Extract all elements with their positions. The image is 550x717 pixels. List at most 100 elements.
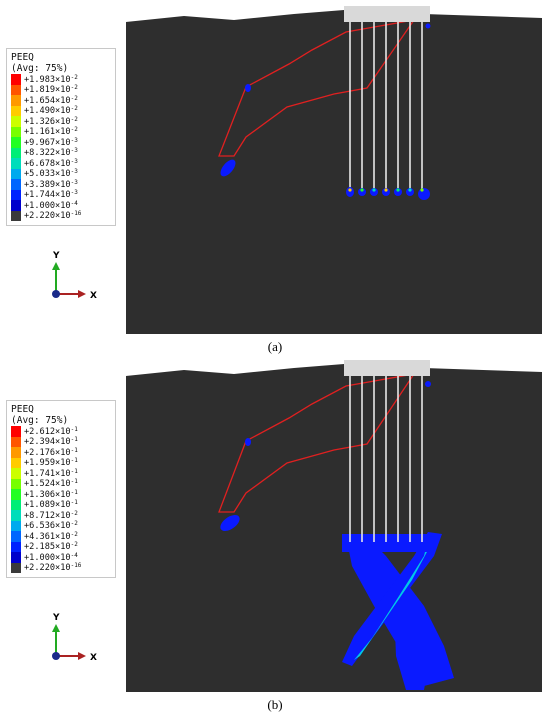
legend-entry: +1.089×10-1 xyxy=(11,499,111,511)
legend-subtitle: (Avg: 75%) xyxy=(11,63,69,74)
legend-value: +1.490×10-2 xyxy=(24,105,78,117)
legend-swatch xyxy=(11,200,21,211)
legend-swatch xyxy=(11,168,21,179)
legend-swatch xyxy=(11,105,21,116)
legend-value: +1.819×10-2 xyxy=(24,84,78,96)
legend-entry: +4.361×10-2 xyxy=(11,531,111,542)
legend-swatch xyxy=(11,510,21,521)
legend-value: +2.185×10-2 xyxy=(24,541,78,553)
legend-swatch xyxy=(11,84,21,95)
legend-value: +1.744×10-3 xyxy=(24,189,78,201)
pile-cap xyxy=(344,360,430,376)
legend-value: +5.033×10-3 xyxy=(24,168,78,180)
legend-value: +1.306×10-1 xyxy=(24,488,78,500)
legend-value: +1.161×10-2 xyxy=(24,126,78,138)
legend-entry: +8.322×10-3 xyxy=(11,147,111,159)
pile-group xyxy=(349,22,423,190)
y-axis-label: Y xyxy=(52,613,60,623)
legend-swatch xyxy=(11,541,21,552)
axis-triad: Y X xyxy=(52,251,97,301)
legend-value: +2.220×10-16 xyxy=(24,562,82,574)
legend-value: +9.967×10-3 xyxy=(24,136,78,148)
legend-swatch xyxy=(11,74,21,85)
legend-swatch xyxy=(11,552,21,563)
legend-entry: +2.220×10-16 xyxy=(11,210,111,222)
legend-title: PEEQ xyxy=(11,52,34,63)
legend-value: +1.089×10-1 xyxy=(24,499,78,511)
shear-band-zones xyxy=(342,381,454,690)
legend-value: +8.712×10-2 xyxy=(24,509,78,521)
legend-entry: +1.959×10-1 xyxy=(11,457,111,469)
legend-swatch xyxy=(11,126,21,137)
legend-rows: +1.983×10-2 +1.819×10-2 +1.654×10-2 +1.490×… xyxy=(11,74,111,221)
legend-value: +2.220×10-16 xyxy=(24,210,82,222)
slip-surface-line xyxy=(218,19,415,157)
pile-cap xyxy=(344,6,430,22)
legend-entry: +1.983×10-2 xyxy=(11,74,111,85)
soil-mass xyxy=(126,364,542,692)
legend-entry: +1.654×10-2 xyxy=(11,95,111,106)
slip-surface-line xyxy=(218,373,415,513)
fe-model-view-b xyxy=(126,360,542,692)
legend-rows: +2.612×10-1 +2.394×10-1 +2.176×10-1 +1.959×… xyxy=(11,426,111,573)
legend-entry: +1.744×10-3 xyxy=(11,189,111,201)
caption-a: (a) xyxy=(267,339,283,354)
legend-entry: +1.000×10-4 xyxy=(11,552,111,563)
legend-value: +1.983×10-2 xyxy=(24,73,78,85)
legend-entry: +1.490×10-2 xyxy=(11,105,111,117)
legend-value: +1.326×10-2 xyxy=(24,115,78,127)
plastic-zone xyxy=(220,159,236,177)
legend-swatch xyxy=(11,158,21,169)
soil-mass xyxy=(126,10,542,334)
legend-swatch xyxy=(11,436,21,447)
legend-entry: +5.033×10-3 xyxy=(11,168,111,180)
legend-entry: +1.306×10-1 xyxy=(11,489,111,500)
legend-entry: +2.185×10-2 xyxy=(11,541,111,553)
panel-b: PEEQ (Avg: 75%) +2.612×10-1 +2.394×10-1 +2… xyxy=(0,352,550,717)
legend-entry: +1.326×10-2 xyxy=(11,116,111,127)
x-axis-label: X xyxy=(90,653,97,663)
legend-entry: +3.389×10-3 xyxy=(11,179,111,190)
legend-value: +2.394×10-1 xyxy=(24,436,78,448)
legend-title: PEEQ xyxy=(11,404,34,415)
legend: PEEQ (Avg: 75%) +2.612×10-1 +2.394×10-1 +2… xyxy=(6,400,116,578)
legend-value: +1.524×10-1 xyxy=(24,478,78,490)
legend-value: +2.176×10-1 xyxy=(24,446,78,458)
legend-value: +1.959×10-1 xyxy=(24,457,78,469)
pile-tip-plastic-zones xyxy=(346,23,431,200)
legend: PEEQ (Avg: 75%) +1.983×10-2 +1.819×10-2 +1… xyxy=(6,48,116,226)
legend-swatch xyxy=(11,189,21,200)
legend-entry: +2.612×10-1 xyxy=(11,426,111,437)
legend-swatch xyxy=(11,531,21,542)
plastic-zone xyxy=(245,438,251,446)
legend-swatch xyxy=(11,499,21,510)
legend-swatch xyxy=(11,562,21,573)
legend-entry: +6.678×10-3 xyxy=(11,158,111,169)
legend-value: +1.741×10-1 xyxy=(24,467,78,479)
legend-swatch xyxy=(11,137,21,148)
x-axis-label: X xyxy=(90,291,97,301)
legend-value: +1.000×10-4 xyxy=(24,551,78,563)
fe-model-view-a xyxy=(126,6,542,334)
legend-value: +1.654×10-2 xyxy=(24,94,78,106)
legend-value: +8.322×10-3 xyxy=(24,147,78,159)
legend-swatch xyxy=(11,116,21,127)
legend-entry: +1.524×10-1 xyxy=(11,478,111,490)
legend-value: +1.000×10-4 xyxy=(24,199,78,211)
caption-b: (b) xyxy=(267,697,283,712)
legend-swatch xyxy=(11,179,21,190)
legend-swatch xyxy=(11,95,21,106)
y-axis-label: Y xyxy=(52,251,60,261)
legend-entry: +1.161×10-2 xyxy=(11,126,111,138)
legend-value: +6.678×10-3 xyxy=(24,157,78,169)
legend-entry: +9.967×10-3 xyxy=(11,137,111,148)
legend-swatch xyxy=(11,489,21,500)
legend-swatch xyxy=(11,520,21,531)
panel-a: PEEQ (Avg: 75%) +1.983×10-2 +1.819×10-2 +1… xyxy=(0,0,550,358)
legend-swatch xyxy=(11,457,21,468)
axis-triad: Y X xyxy=(52,613,97,663)
legend-swatch xyxy=(11,468,21,479)
legend-swatch xyxy=(11,210,21,221)
legend-value: +2.612×10-1 xyxy=(24,425,78,437)
legend-swatch xyxy=(11,478,21,489)
